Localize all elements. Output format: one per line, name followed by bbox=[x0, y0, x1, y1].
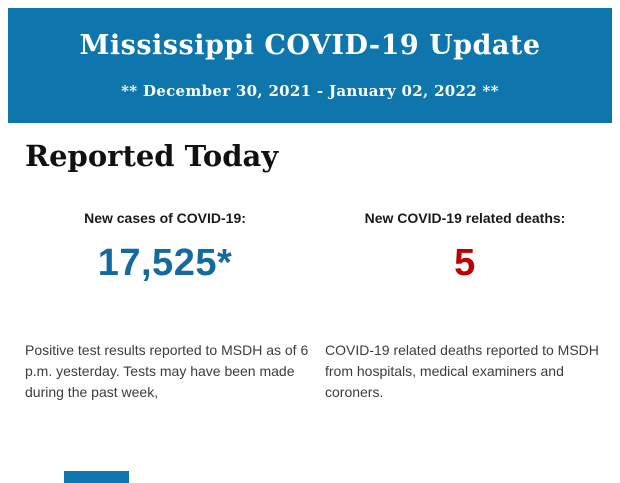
new-deaths-label: New COVID-19 related deaths: bbox=[364, 210, 566, 226]
stat-new-deaths: New COVID-19 related deaths: 5 bbox=[325, 210, 605, 285]
new-cases-label: New cases of COVID-19: bbox=[84, 210, 246, 226]
stat-new-cases: New cases of COVID-19: 17,525* bbox=[25, 210, 305, 285]
new-deaths-description: COVID-19 related deaths reported to MSDH… bbox=[325, 342, 599, 400]
descriptions-row: Positive test results reported to MSDH a… bbox=[0, 340, 620, 403]
header-banner: Mississippi COVID-19 Update ** December … bbox=[8, 8, 612, 123]
new-cases-description: Positive test results reported to MSDH a… bbox=[25, 342, 309, 400]
new-cases-value: 17,525* bbox=[97, 242, 233, 284]
date-range-subtitle: ** December 30, 2021 - January 02, 2022 … bbox=[121, 82, 499, 100]
partial-next-section-edge bbox=[64, 471, 129, 483]
page-title: Mississippi COVID-19 Update bbox=[79, 30, 541, 61]
new-deaths-value: 5 bbox=[454, 242, 476, 284]
stats-row: New cases of COVID-19: 17,525* New COVID… bbox=[0, 210, 620, 285]
section-title-reported-today: Reported Today bbox=[25, 139, 279, 173]
